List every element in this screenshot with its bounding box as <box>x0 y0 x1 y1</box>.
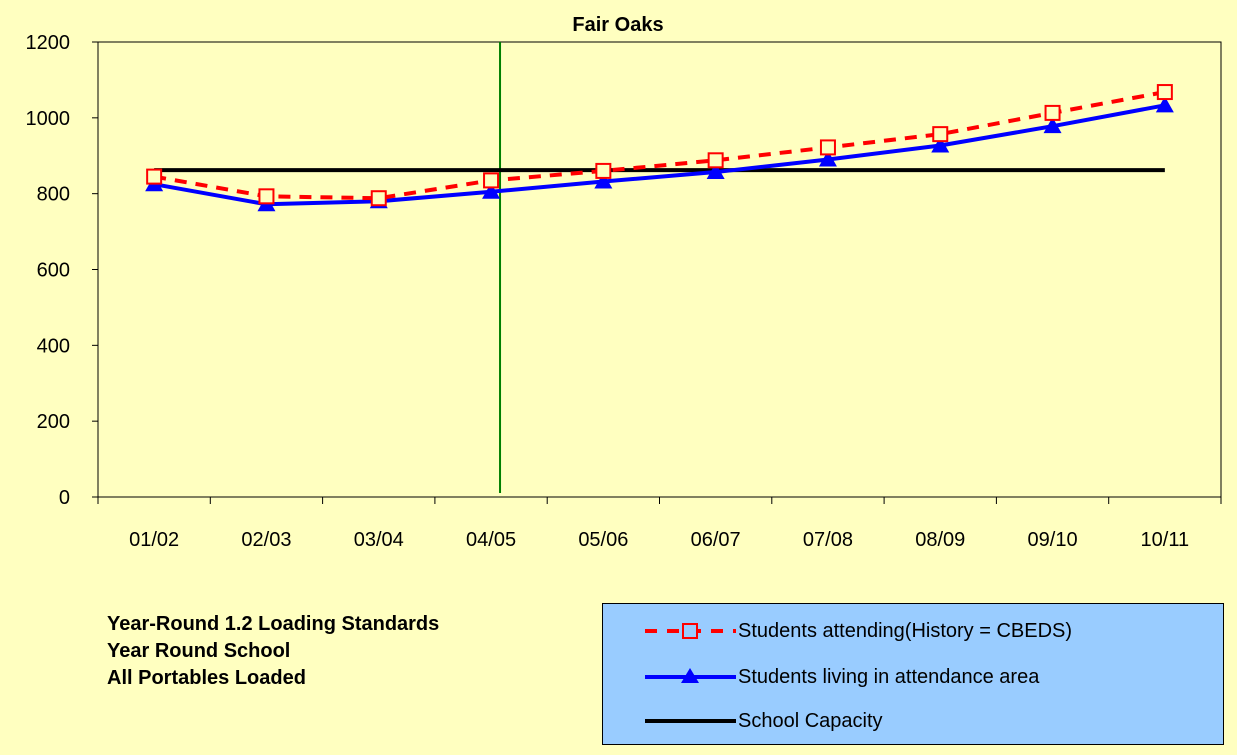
series-line <box>153 90 1166 201</box>
x-tick-label: 06/07 <box>691 529 741 551</box>
data-point-marker <box>707 152 724 169</box>
chart-legend: Students attending(History = CBEDS) Stud… <box>602 603 1224 745</box>
y-tick-label: 0 <box>59 487 70 509</box>
legend-item-students-attending: Students attending(History = CBEDS) <box>603 614 1223 648</box>
x-tick-label: 03/04 <box>354 529 404 551</box>
data-point-marker <box>146 168 163 185</box>
legend-item-school-capacity: School Capacity <box>603 704 1223 738</box>
legend-label-students-attending: Students attending(History = CBEDS) <box>738 620 1073 642</box>
data-point-marker <box>818 150 837 167</box>
data-point-marker <box>1044 104 1061 121</box>
y-tick-label: 200 <box>37 411 70 433</box>
y-tick-label: 400 <box>37 335 70 357</box>
legend-item-students-living: Students living in attendance area <box>603 660 1223 694</box>
line-chart: Fair Oaks 0 200 400 600 800 1000 1200 01/02 02/… <box>26 14 1222 551</box>
y-tick-label: 1200 <box>26 32 71 54</box>
data-point-marker <box>595 162 612 179</box>
x-tick-label: 04/05 <box>466 529 516 551</box>
legend-swatch-triangle-line <box>645 668 736 683</box>
x-tick-label: 01/02 <box>129 529 179 551</box>
y-tick-label: 1000 <box>26 108 71 130</box>
chart-title: Fair Oaks <box>572 14 663 36</box>
data-point-marker <box>932 126 949 143</box>
data-point-marker <box>706 163 725 180</box>
notes: Year-Round 1.2 Loading Standards Year Ro… <box>107 611 439 692</box>
legend-swatch-black-line <box>645 719 736 723</box>
series-0 <box>146 84 1173 207</box>
series-1 <box>145 96 1174 212</box>
legend-label-students-living: Students living in attendance area <box>738 666 1040 688</box>
legend-label-school-capacity: School Capacity <box>738 710 883 732</box>
data-point-marker <box>594 172 613 189</box>
note-portables: All Portables Loaded <box>107 667 306 689</box>
x-axis: 01/02 02/03 03/04 04/05 05/06 06/07 07/08 08/09… <box>97 497 1222 551</box>
data-point-marker <box>370 190 387 207</box>
data-point-marker <box>1156 84 1173 101</box>
legend-swatch-dashed-square <box>645 623 736 639</box>
y-tick-label: 600 <box>37 260 70 282</box>
x-tick-label: 09/10 <box>1028 529 1078 551</box>
data-point-marker <box>931 136 950 153</box>
y-axis: 0 200 400 600 800 1000 1200 <box>26 32 98 509</box>
x-tick-label: 05/06 <box>578 529 628 551</box>
data-point-marker <box>483 172 500 189</box>
data-point-marker <box>819 139 836 156</box>
data-point-marker <box>1043 117 1062 134</box>
x-tick-label: 08/09 <box>915 529 965 551</box>
x-tick-label: 10/11 <box>1141 529 1190 551</box>
note-loading-standards: Year-Round 1.2 Loading Standards <box>107 613 440 635</box>
series-layer <box>145 84 1174 212</box>
data-point-marker <box>1155 96 1174 113</box>
data-point-marker <box>258 188 275 205</box>
x-tick-label: 02/03 <box>241 529 291 551</box>
data-point-marker <box>482 182 501 199</box>
y-tick-label: 800 <box>37 184 70 206</box>
x-tick-label: 07/08 <box>803 529 853 551</box>
note-school-type: Year Round School <box>107 640 291 662</box>
series-line <box>153 103 1166 207</box>
